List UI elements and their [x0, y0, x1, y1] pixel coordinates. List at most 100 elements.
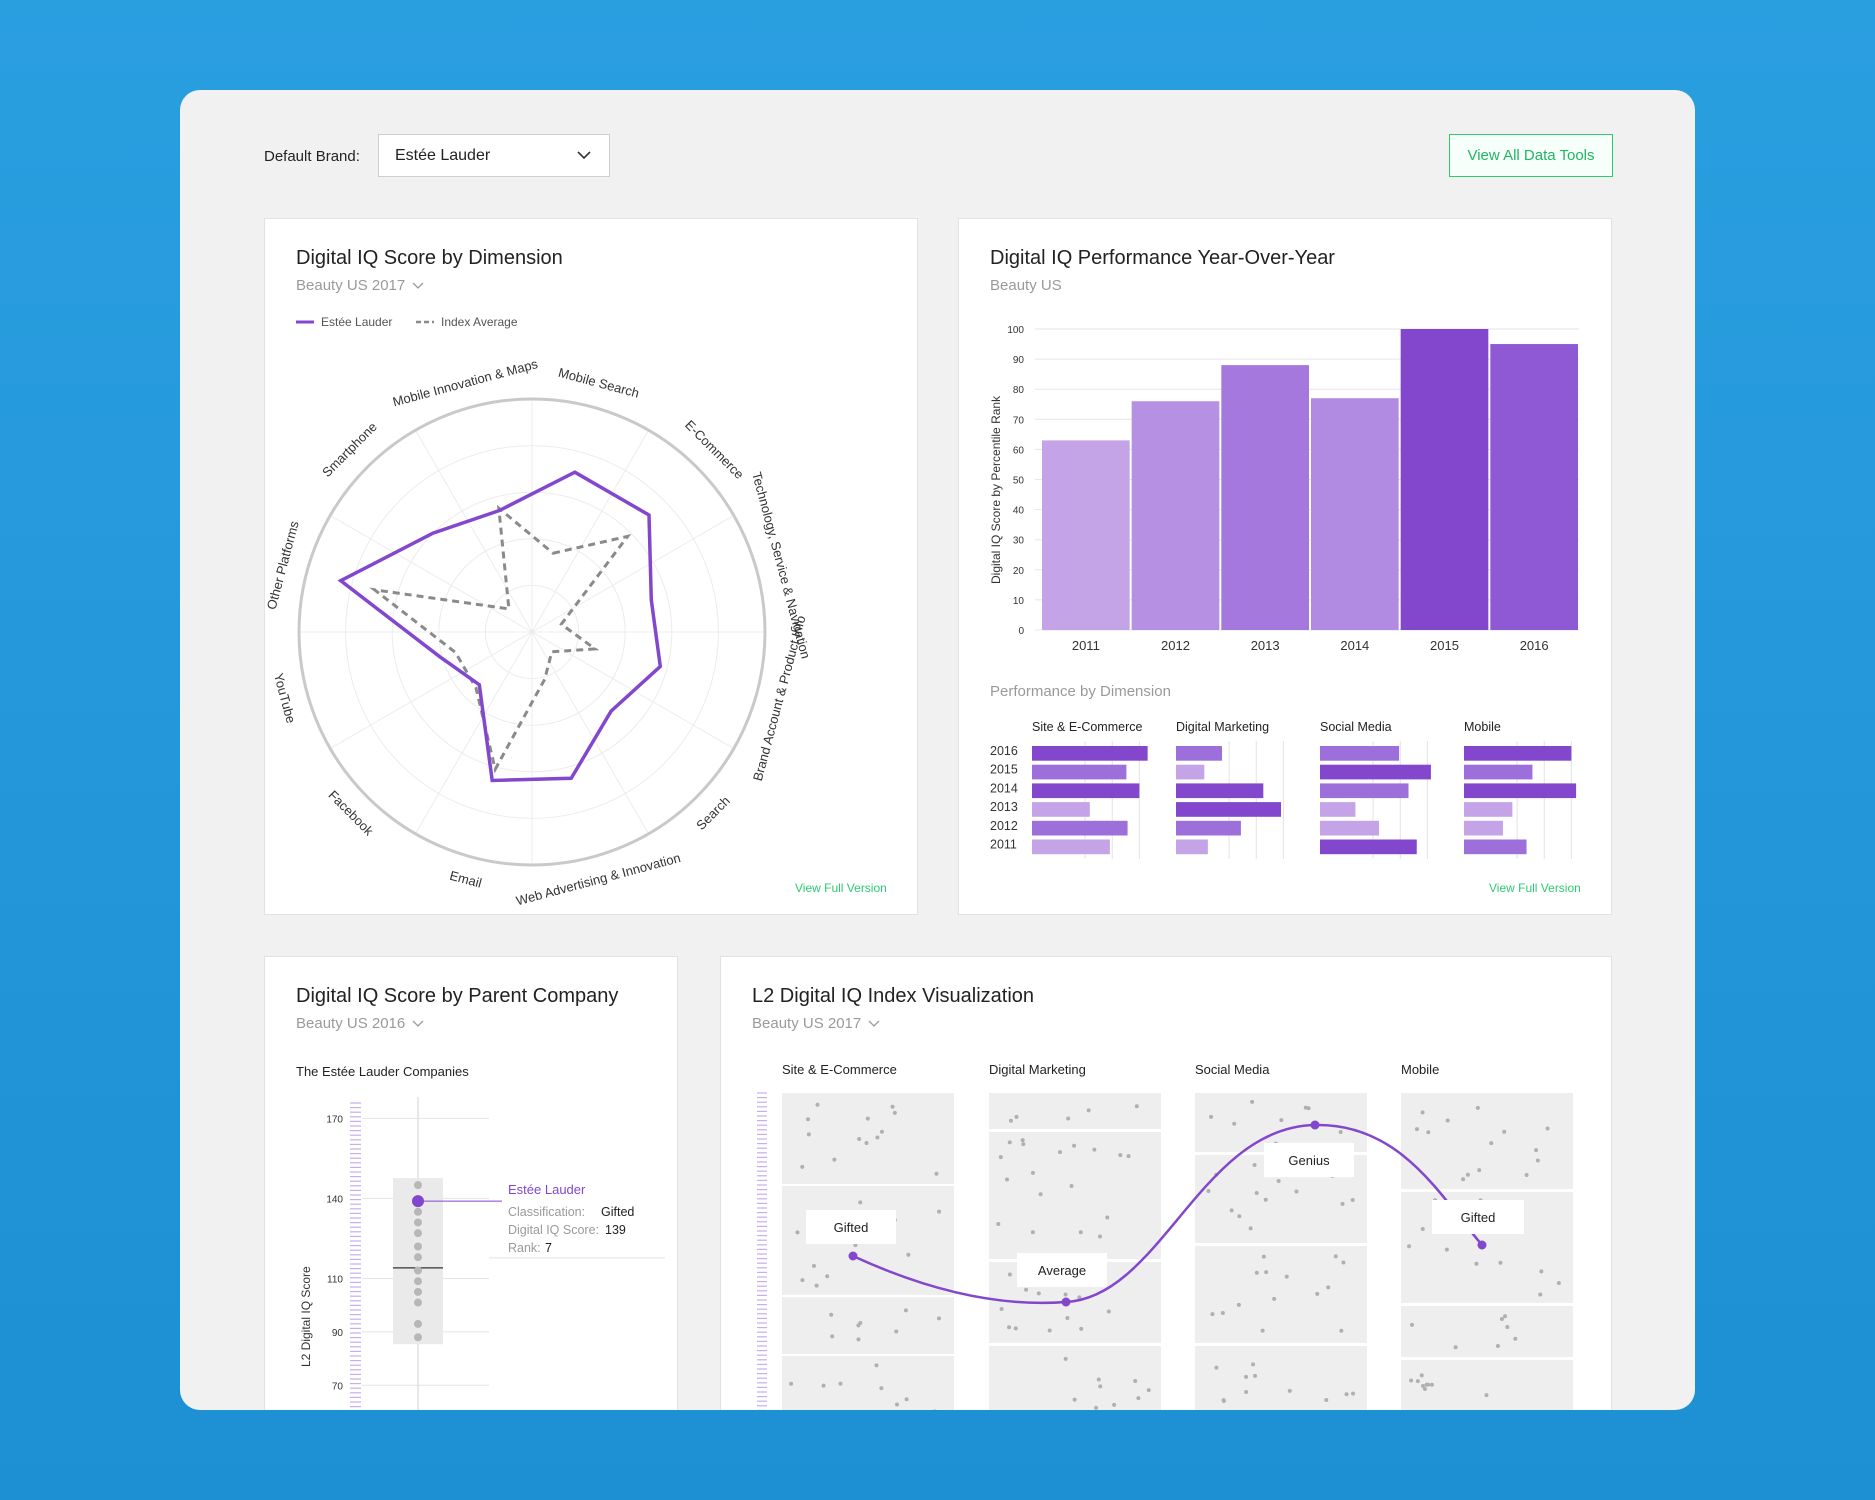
- yoy-y-tick: 50: [1013, 476, 1025, 487]
- yoy-x-tick: 2014: [1340, 638, 1369, 653]
- perf-bar: [1032, 783, 1140, 799]
- radar-view-full-link[interactable]: View Full Version: [795, 881, 887, 895]
- index-brand-dot: [1477, 1168, 1482, 1173]
- index-brand-dot: [1136, 1396, 1141, 1401]
- index-brand-dot: [1232, 1121, 1237, 1126]
- legend-brand-label: Estée Lauder: [321, 315, 392, 329]
- index-brand-dot: [1505, 1324, 1510, 1329]
- radar-subtitle-dropdown[interactable]: Beauty US 2017: [296, 277, 425, 294]
- index-brand-dot: [999, 1307, 1004, 1312]
- index-tier-block: [1401, 1093, 1573, 1189]
- perf-bar: [1032, 820, 1128, 836]
- index-brand-dot: [1344, 1392, 1349, 1397]
- radar-spoke: [531, 429, 649, 633]
- index-brand-dot: [1254, 1270, 1259, 1275]
- parent-company-point: [414, 1319, 422, 1328]
- radar-axis-label: Mobile Innovation & Maps: [391, 356, 540, 409]
- radar-spoke: [415, 631, 533, 835]
- index-brand-dot: [1426, 1130, 1431, 1135]
- index-label-box: [1264, 1143, 1354, 1177]
- index-brand-dot: [1072, 1143, 1077, 1148]
- yoy-x-tick: 2011: [1072, 638, 1100, 653]
- parent-company-point: [414, 1253, 422, 1262]
- index-brand-dot: [1350, 1198, 1355, 1203]
- index-brand-dot: [1513, 1336, 1518, 1341]
- index-tier-block: [989, 1093, 1161, 1129]
- index-brand-dot: [1014, 1114, 1019, 1119]
- index-brand-dot: [814, 1283, 819, 1288]
- index-brand-dot: [1079, 1326, 1084, 1331]
- index-brand-dot: [894, 1402, 899, 1407]
- perf-bar: [1032, 764, 1127, 780]
- index-brand-dot: [1279, 1118, 1284, 1123]
- index-brand-dot: [806, 1132, 811, 1137]
- index-brand-dot: [1261, 1254, 1266, 1259]
- index-brand-point: [1061, 1297, 1071, 1307]
- radar-card: Digital IQ Score by Dimension Beauty US …: [264, 218, 918, 915]
- index-brand-dot: [1237, 1214, 1242, 1219]
- view-all-data-tools-button[interactable]: View All Data Tools: [1449, 134, 1613, 177]
- index-classification-label: Genius: [1288, 1153, 1330, 1168]
- yoy-subtitle: Beauty US: [990, 277, 1062, 294]
- index-brand-dot: [1524, 1172, 1529, 1177]
- index-brand-dot: [800, 1164, 805, 1169]
- yoy-bar-chart: Digital IQ Score by Percentile Rank Perf…: [989, 325, 1579, 859]
- perf-bar: [1464, 820, 1503, 836]
- yoy-bar: [1490, 344, 1578, 630]
- index-visualization-chart: Site & E-Commerce Digital Marketing Social…: [757, 1062, 1573, 1410]
- index-brand-dot: [1445, 1118, 1450, 1123]
- perf-bar: [1176, 820, 1241, 836]
- parent-company-chart: The Estée Lauder Companies L2 Digital IQ…: [296, 1064, 665, 1410]
- index-brand-dot: [894, 1329, 899, 1334]
- perf-bar: [1320, 783, 1409, 799]
- index-brand-dot: [1094, 1405, 1099, 1410]
- index-brand-dot: [789, 1381, 794, 1386]
- brand-dropdown-value: Estée Lauder: [395, 146, 491, 164]
- index-classification-label: Gifted: [1461, 1210, 1496, 1225]
- index-brand-dot: [830, 1334, 835, 1339]
- radar-spoke: [531, 631, 649, 835]
- index-brand-dot: [1502, 1129, 1507, 1134]
- perf-bar: [1320, 746, 1400, 761]
- perf-bar: [1464, 839, 1527, 855]
- index-brand-dot: [1007, 1272, 1012, 1277]
- index-tier-block: [1195, 1093, 1367, 1152]
- parent-card-title: Digital IQ Score by Parent Company: [296, 985, 619, 1007]
- index-brand-dot: [1118, 1153, 1123, 1158]
- index-brand-dot: [1004, 1177, 1009, 1182]
- parent-company-point: [414, 1277, 422, 1286]
- index-column-header: Digital Marketing: [989, 1062, 1086, 1077]
- parent-company-point: [414, 1266, 422, 1275]
- index-brand-dot: [857, 1136, 862, 1141]
- index-brand-dot: [879, 1386, 884, 1391]
- index-subtitle-dropdown[interactable]: Beauty US 2017: [752, 1015, 881, 1032]
- radar-series-index: [369, 504, 632, 774]
- index-brand-dot: [1008, 1118, 1013, 1123]
- index-brand-dot: [800, 1278, 805, 1283]
- brand-dropdown[interactable]: Estée Lauder: [378, 134, 610, 177]
- parent-y-tick: 140: [326, 1194, 343, 1205]
- perf-bar: [1464, 802, 1513, 817]
- index-brand-dot: [1538, 1292, 1543, 1297]
- index-brand-dot: [853, 1243, 858, 1248]
- yoy-view-full-link[interactable]: View Full Version: [1489, 881, 1581, 895]
- radar-chart: Estée Lauder Index Average Mobile Search…: [265, 315, 813, 908]
- default-brand-label: Default Brand:: [264, 148, 360, 165]
- radar-axis-label: Mobile Search: [557, 365, 641, 401]
- index-brand-dot: [1474, 1261, 1479, 1266]
- yoy-x-tick: 2013: [1251, 638, 1280, 653]
- parent-company-point: [414, 1298, 422, 1307]
- perf-bar: [1464, 783, 1577, 799]
- yoy-y-tick: 100: [1007, 325, 1024, 336]
- index-brand-dot: [1545, 1126, 1550, 1131]
- radar-subtitle: Beauty US 2017: [296, 277, 406, 294]
- index-brand-dot: [1105, 1215, 1110, 1220]
- parent-subtitle: Beauty US 2016: [296, 1015, 406, 1032]
- index-brand-dot: [1063, 1356, 1068, 1361]
- index-brand-dot: [1030, 1230, 1035, 1235]
- index-brand-dot: [1324, 1398, 1329, 1403]
- index-brand-dot: [1126, 1154, 1131, 1159]
- index-brand-dot: [906, 1252, 911, 1257]
- index-brand-dot: [1220, 1311, 1225, 1316]
- parent-subtitle-dropdown[interactable]: Beauty US 2016: [296, 1015, 425, 1032]
